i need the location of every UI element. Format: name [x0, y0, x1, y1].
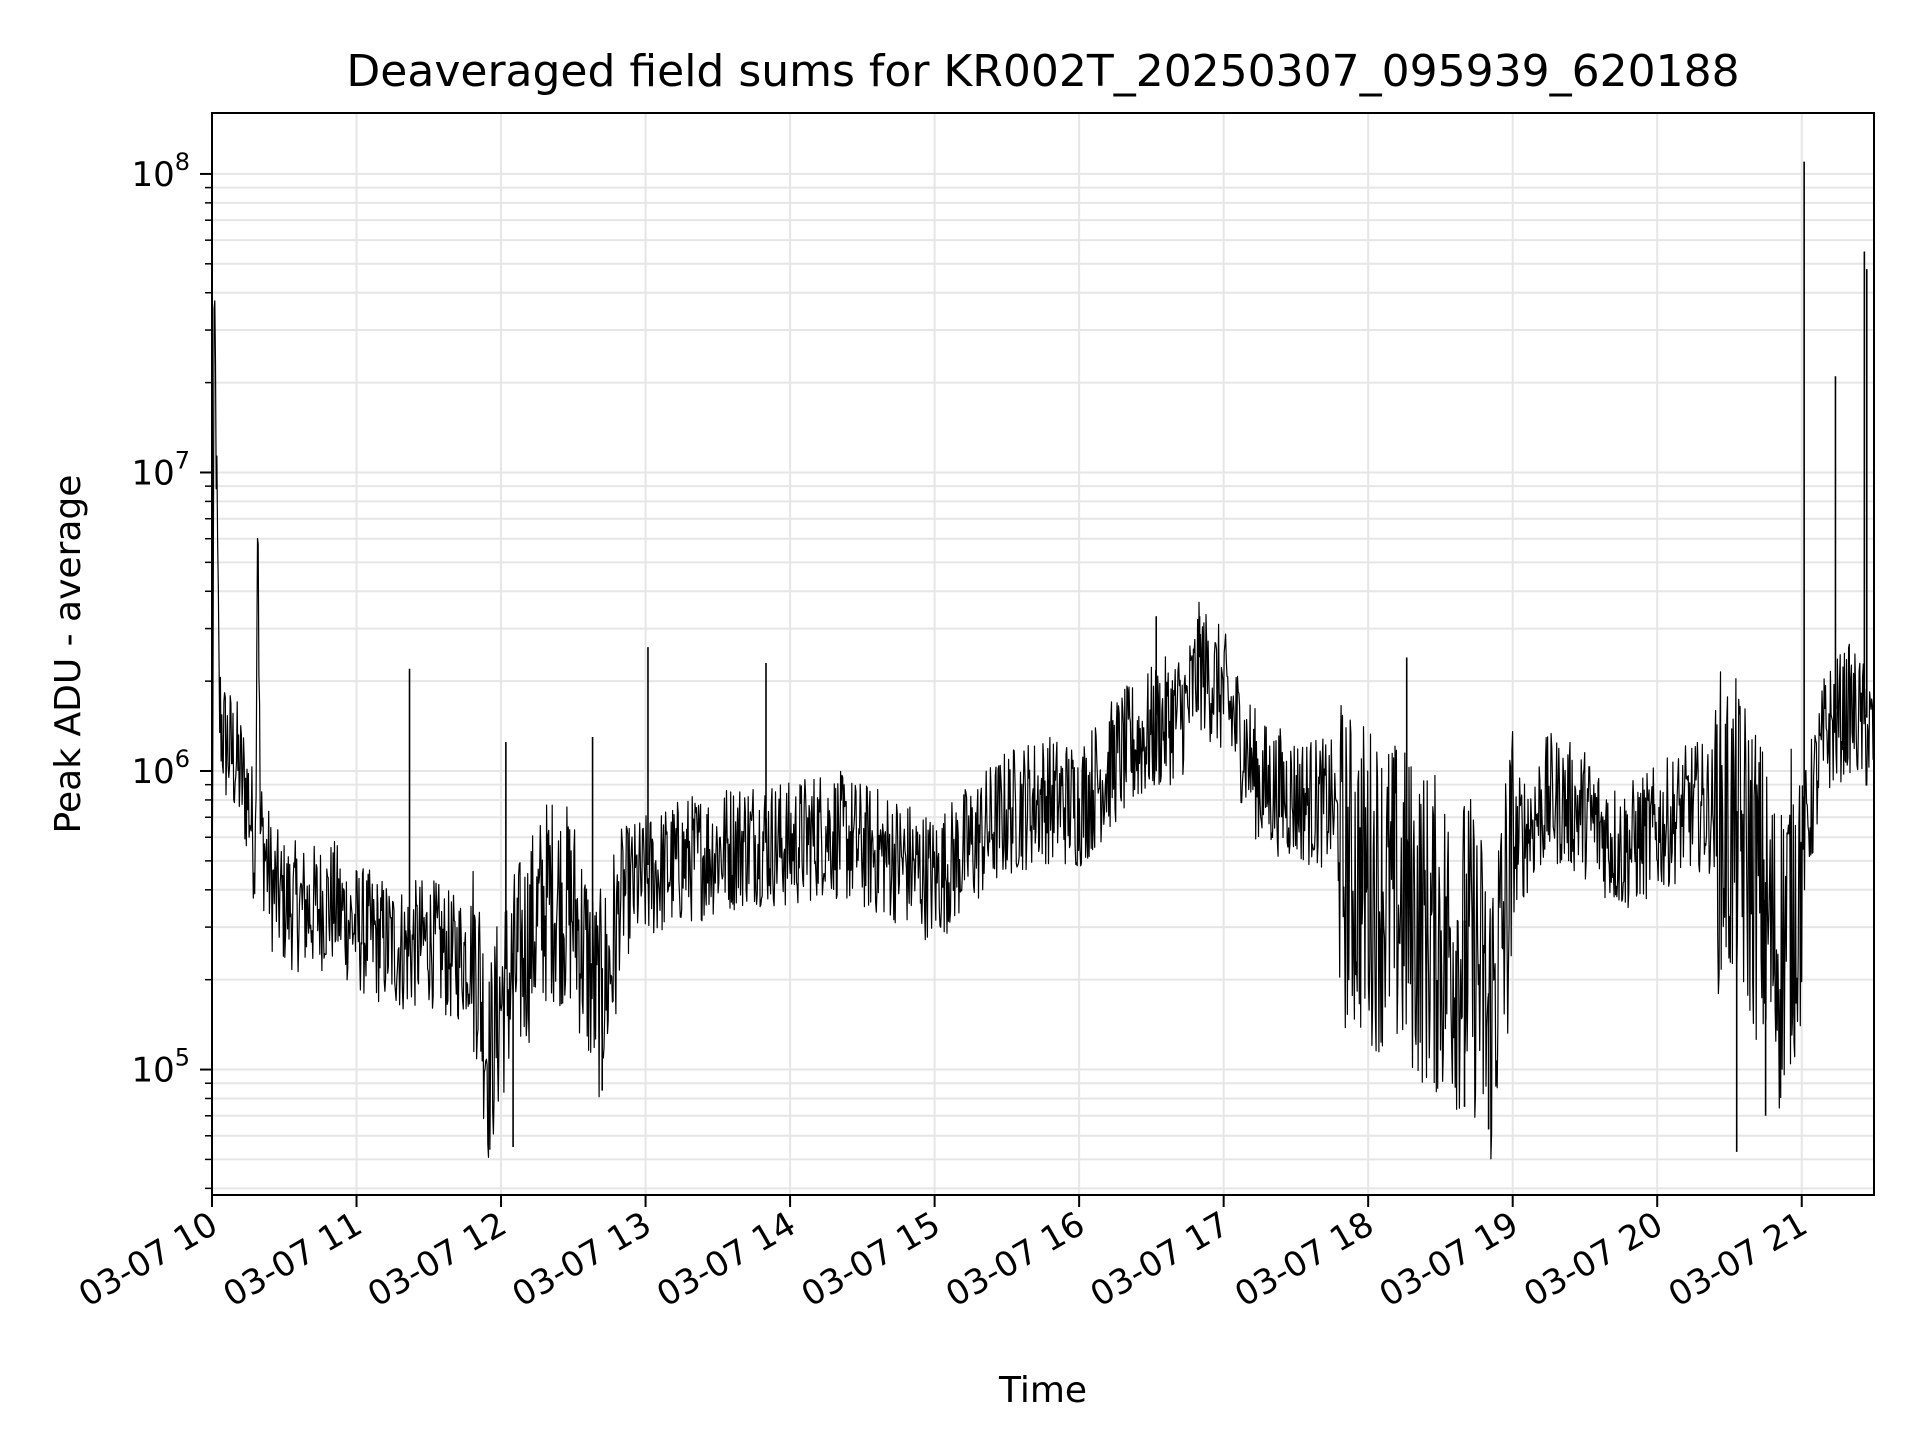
grid: [211, 113, 1874, 1195]
series-line: [211, 161, 1875, 1160]
y-axis: 105 106 107 108: [131, 148, 212, 1190]
x-axis-label: Time: [998, 1370, 1087, 1411]
y-tick-label: 105: [131, 1044, 190, 1091]
y-axis-label: Peak ADU - average: [48, 475, 89, 834]
plot-frame: [211, 112, 1875, 1196]
y-tick-label: 107: [131, 446, 190, 493]
y-tick-label: 108: [131, 148, 190, 195]
y-tick-label: 106: [131, 745, 190, 792]
chart-title: Deaveraged field sums for KR002T_2025030…: [346, 46, 1739, 97]
series-line-path: [211, 300, 1875, 1160]
